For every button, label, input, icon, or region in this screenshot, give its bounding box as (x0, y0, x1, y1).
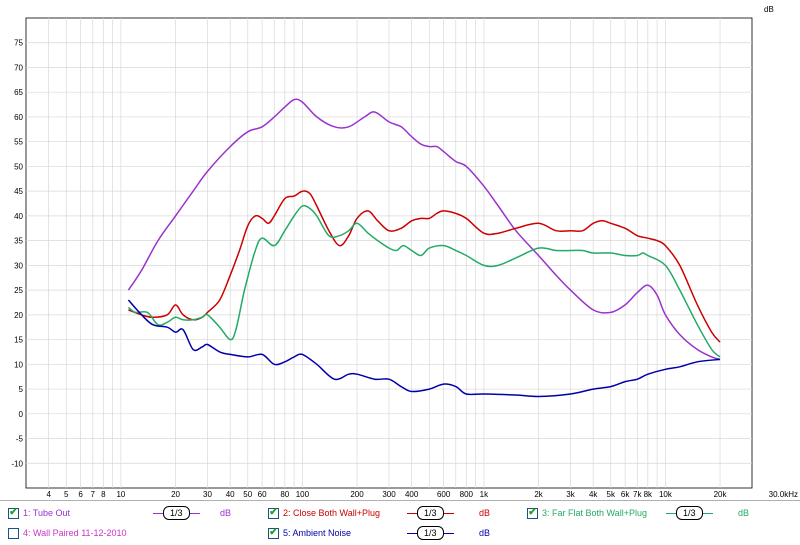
x-tick-label: 200 (350, 490, 364, 499)
y-tick-label: 30 (14, 261, 23, 270)
x-tick-label: 5 (64, 490, 69, 499)
series-lines (127, 98, 721, 398)
legend-item-wall-paired[interactable]: 4: Wall Paired 11-12-2010 (8, 524, 143, 542)
x-tick-label: 300 (382, 490, 396, 499)
x-tick-label: 100 (296, 490, 310, 499)
series-line (128, 190, 721, 343)
x-tick-label: 30 (203, 490, 212, 499)
y-tick-label: 55 (14, 138, 23, 147)
unit-label: dB (479, 508, 491, 518)
series-line (127, 299, 721, 398)
checkbox-ambient-noise[interactable]: ✔ (268, 527, 279, 539)
y-tick-label: 25 (14, 286, 23, 295)
x-tick-label: 7k (633, 490, 642, 499)
check-icon: ✔ (528, 507, 537, 518)
y-tick-label: -5 (16, 435, 24, 444)
y-tick-label: 70 (14, 63, 23, 72)
y-tick-label: 45 (14, 187, 23, 196)
unit-label: dB (220, 508, 232, 518)
smoothing-value: 1/3 (417, 526, 444, 540)
x-tick-label: 10k (659, 490, 673, 499)
check-icon: ✔ (269, 507, 278, 518)
series-line (127, 98, 721, 361)
check-icon: ✔ (9, 507, 18, 518)
x-tick-label: 400 (405, 490, 419, 499)
legend-item-close-both[interactable]: ✔ 2: Close Both Wall+Plug 1/3 (268, 504, 454, 522)
x-tick-label: 2k (534, 490, 543, 499)
smoothing-selector-ambient-noise[interactable]: 1/3 (407, 526, 454, 540)
y-tick-label: 10 (14, 360, 23, 369)
smoothing-selector-tube-out[interactable]: 1/3 (153, 506, 200, 520)
smoothing-value: 1/3 (163, 506, 190, 520)
x-tick-label: 6k (621, 490, 630, 499)
y-tick-label: 20 (14, 311, 23, 320)
y-tick-label: 15 (14, 336, 23, 345)
x-tick-label: 800 (460, 490, 474, 499)
y-tick-label: 50 (14, 162, 23, 171)
x-tick-label: 10 (116, 490, 125, 499)
y-tick-label: 65 (14, 88, 23, 97)
legend-panel: ✔ 1: Tube Out 1/3 dB ✔ 2: Close Both Wal… (0, 500, 800, 545)
x-tick-label: 4k (589, 490, 598, 499)
x-tick-label: 30.0kHz (769, 490, 798, 499)
y-tick-label: 35 (14, 237, 23, 246)
x-tick-label: 3k (566, 490, 575, 499)
x-tick-label: 600 (437, 490, 451, 499)
y-tick-label: 75 (14, 39, 23, 48)
y-tick-label: 60 (14, 113, 23, 122)
x-tick-label: 6 (78, 490, 83, 499)
x-tick-label: 4 (46, 490, 51, 499)
check-icon: ✔ (269, 527, 278, 538)
legend-label: 5: Ambient Noise (283, 528, 352, 538)
x-tick-label: 1k (480, 490, 489, 499)
y-tick-label: -10 (11, 459, 23, 468)
smoothing-value: 1/3 (676, 506, 703, 520)
smoothing-value: 1/3 (417, 506, 444, 520)
checkbox-tube-out[interactable]: ✔ (8, 507, 19, 519)
legend-item-far-flat[interactable]: ✔ 3: Far Flat Both Wall+Plug 1/3 (527, 504, 713, 522)
x-tick-label: 50 (243, 490, 252, 499)
legend-label: 1: Tube Out (23, 508, 71, 518)
y-tick-labels: -10 -5 0 5 10 15 20 25 30 35 40 45 50 55 60 65 70 75 (11, 39, 23, 469)
y-tick-label: 0 (19, 410, 24, 419)
y-axis-label: dB (764, 5, 774, 14)
legend-item-tube-out[interactable]: ✔ 1: Tube Out 1/3 (8, 504, 200, 522)
legend-label: 3: Far Flat Both Wall+Plug (542, 508, 647, 518)
x-tick-label: 5k (607, 490, 616, 499)
unit-label: dB (738, 508, 750, 518)
checkbox-close-both[interactable]: ✔ (268, 507, 279, 519)
x-tick-label: 80 (280, 490, 289, 499)
checkbox-far-flat[interactable]: ✔ (527, 507, 538, 519)
x-tick-label: 40 (226, 490, 235, 499)
x-tick-label: 20k (714, 490, 728, 499)
legend-item-ambient-noise[interactable]: ✔ 5: Ambient Noise 1/3 (268, 524, 454, 542)
x-tick-label: 60 (258, 490, 267, 499)
x-tick-label: 20 (171, 490, 180, 499)
smoothing-selector-far-flat[interactable]: 1/3 (666, 506, 713, 520)
legend-label: 4: Wall Paired 11-12-2010 (23, 528, 127, 538)
x-tick-label: 8k (644, 490, 653, 499)
series-line (127, 204, 721, 358)
x-tick-labels: 4 5 6 7 8 10 20 30 40 50 60 80 100 200 300 400 600 800 1k 2… (46, 490, 798, 499)
checkbox-wall-paired[interactable] (8, 527, 19, 539)
grid-lines (26, 18, 752, 488)
y-tick-label: 5 (19, 385, 24, 394)
x-tick-label: 8 (101, 490, 106, 499)
smoothing-selector-close-both[interactable]: 1/3 (407, 506, 454, 520)
x-tick-label: 7 (91, 490, 96, 499)
y-tick-label: 40 (14, 212, 23, 221)
unit-label: dB (479, 528, 491, 538)
legend-label: 2: Close Both Wall+Plug (283, 508, 380, 518)
